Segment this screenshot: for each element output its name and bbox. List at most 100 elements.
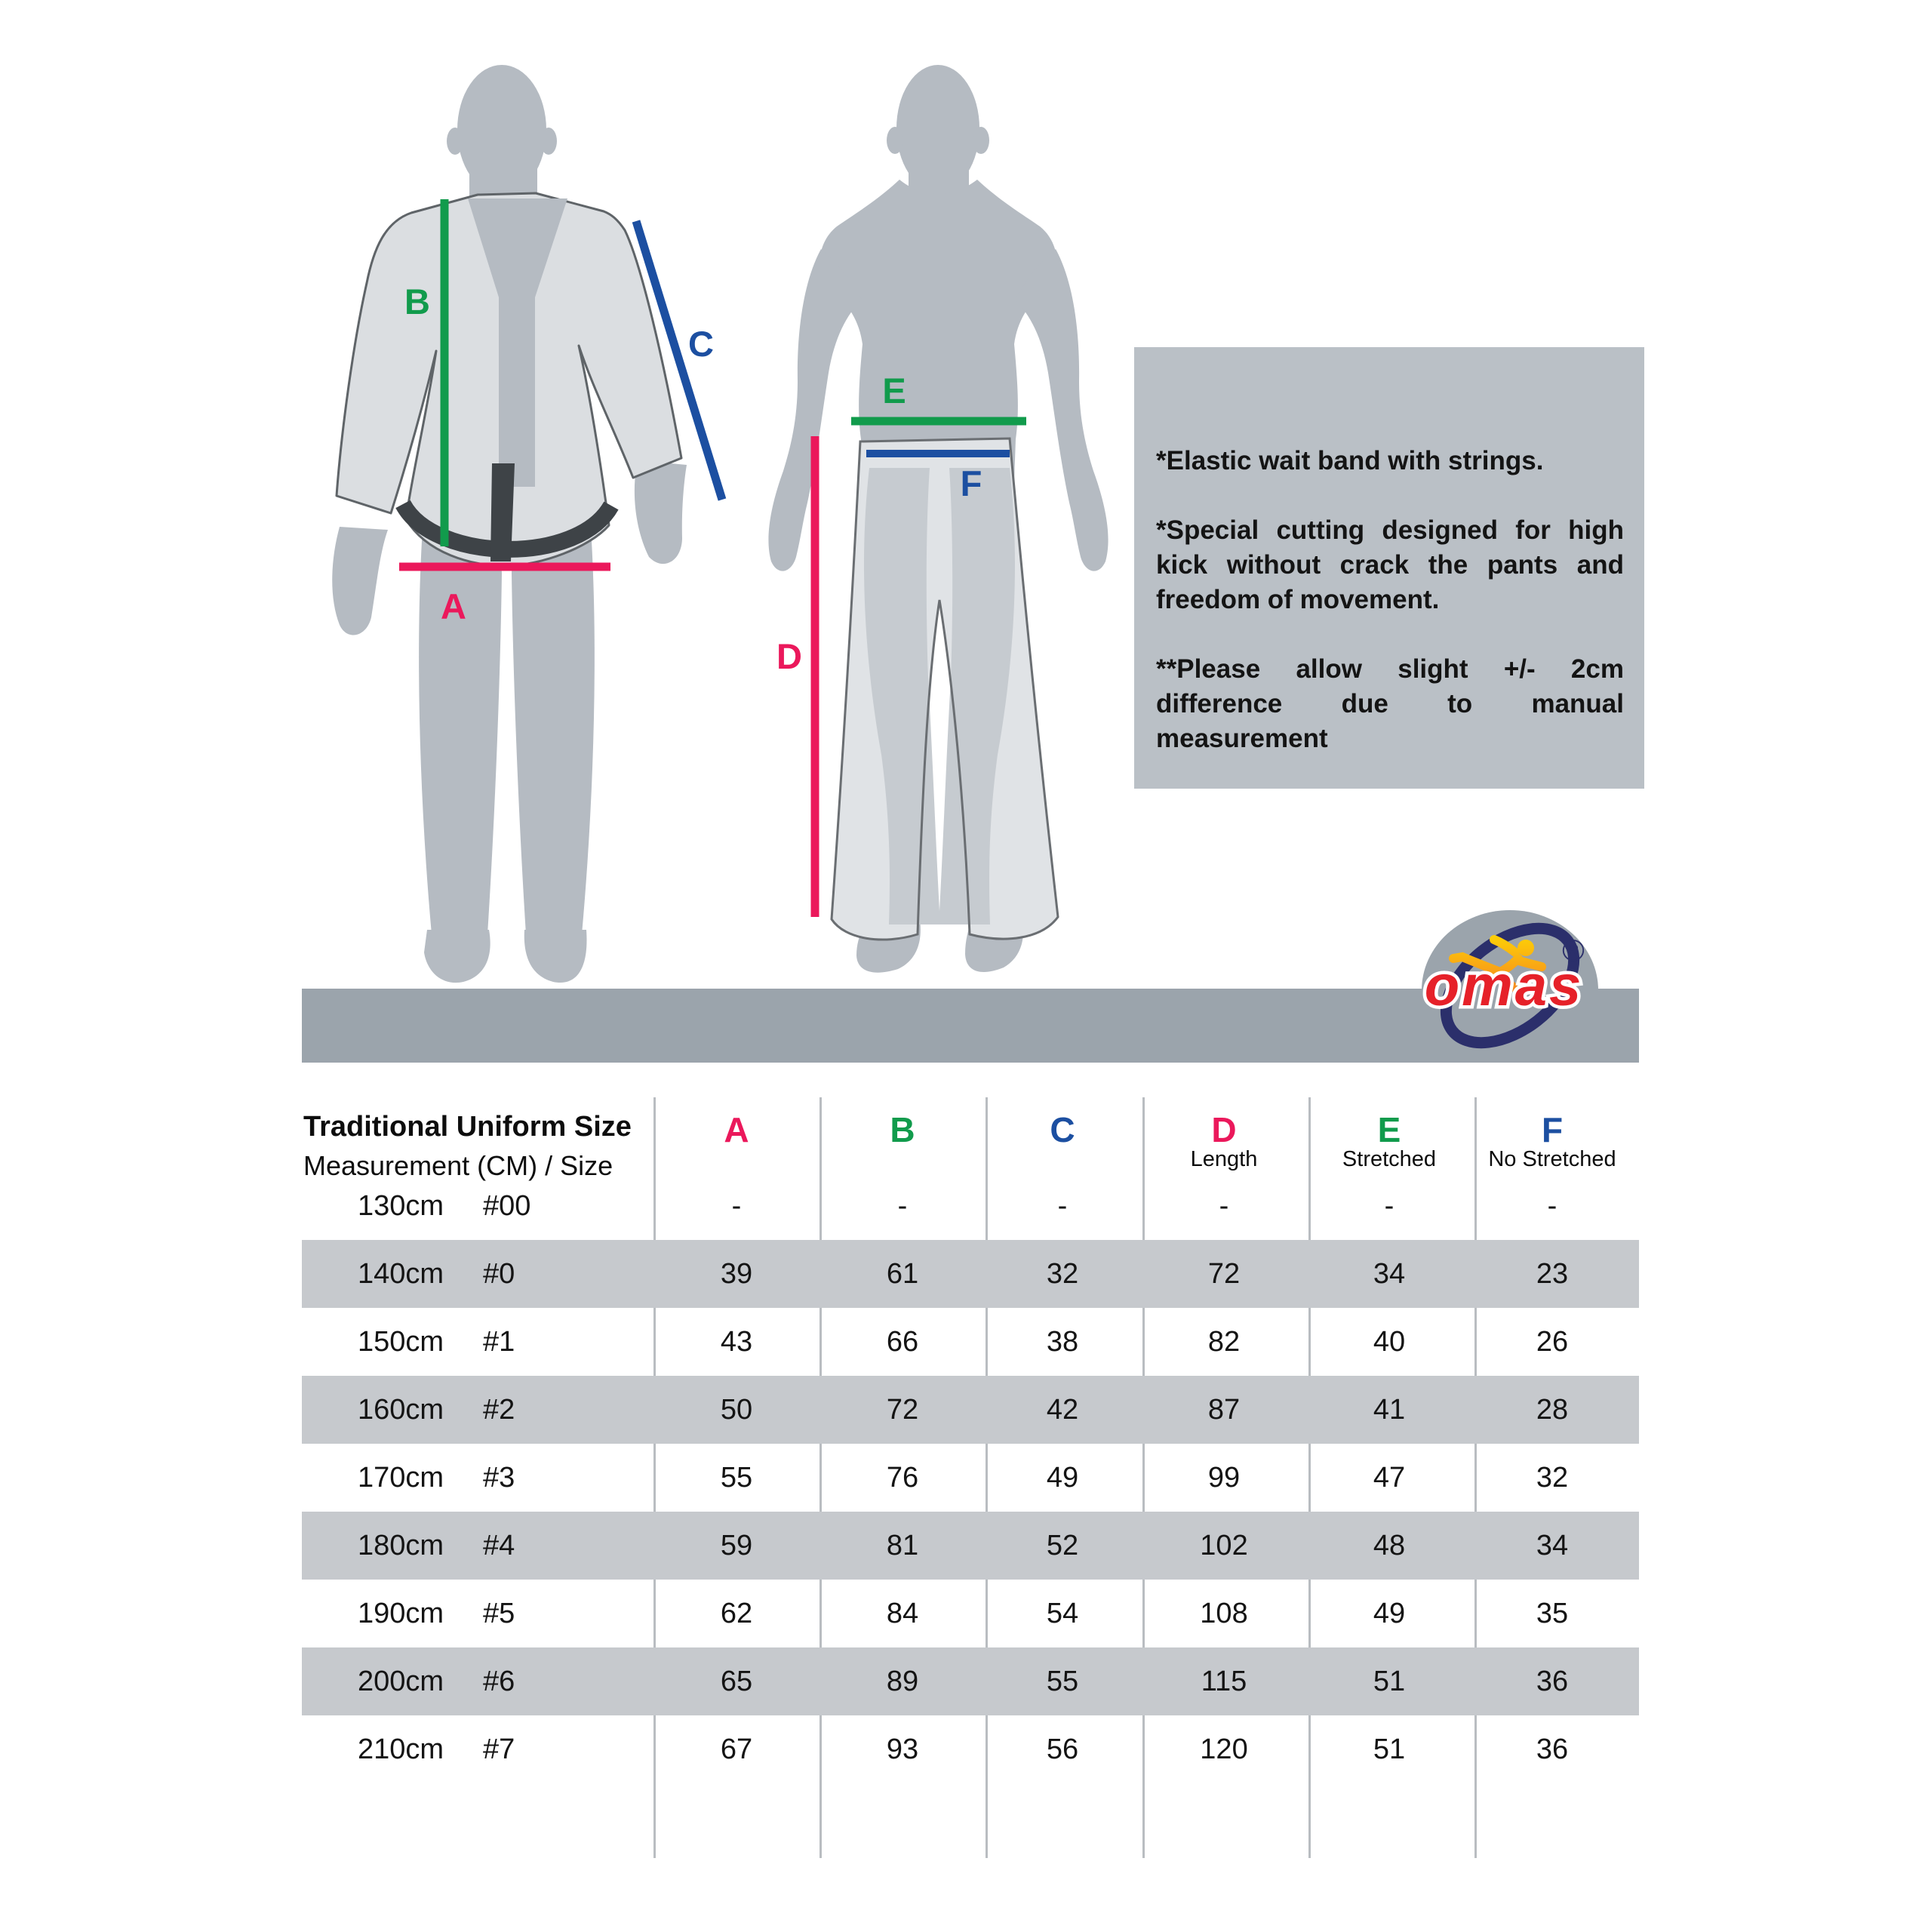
cell-b: 76 xyxy=(886,1462,919,1494)
row-size: #1 xyxy=(483,1326,515,1358)
table-row: 200cm #6 65 89 55 115 51 36 xyxy=(302,1647,1639,1715)
cell-d: 87 xyxy=(1207,1394,1241,1426)
row-size: #00 xyxy=(483,1190,531,1222)
cell-f: 34 xyxy=(1536,1530,1569,1561)
cell-a: 50 xyxy=(720,1394,753,1426)
measure-label-e: E xyxy=(882,371,906,411)
size-table: Traditional Uniform Size Measurement (CM… xyxy=(302,1093,1639,1858)
table-row: 130cm #00 - - - - - - xyxy=(302,1172,1639,1240)
pants-figure: E F D xyxy=(768,65,1109,973)
cell-d: 115 xyxy=(1201,1666,1247,1697)
cell-d: 108 xyxy=(1200,1598,1248,1629)
row-height: 210cm xyxy=(357,1734,444,1765)
table-row: 170cm #3 55 76 49 99 47 32 xyxy=(302,1444,1639,1512)
cell-d: 102 xyxy=(1200,1530,1248,1561)
note-paragraph-3: **Please allow slight +/- 2cm difference… xyxy=(1156,654,1624,753)
logo-registered-mark: ® xyxy=(1562,934,1584,968)
belt-tail xyxy=(490,463,515,561)
column-divider xyxy=(1474,1097,1477,1858)
cell-f: 36 xyxy=(1536,1666,1569,1697)
cell-f: 23 xyxy=(1536,1258,1569,1290)
cell-e: - xyxy=(1384,1190,1394,1222)
row-size: #6 xyxy=(483,1666,515,1697)
row-size: #0 xyxy=(483,1258,515,1290)
column-letter-d: D xyxy=(1211,1110,1237,1149)
measure-label-c: C xyxy=(688,324,714,364)
table-row: 210cm #7 67 93 56 120 51 36 xyxy=(302,1715,1639,1783)
jacket-figure-left-foot xyxy=(424,930,490,983)
cell-c: 55 xyxy=(1046,1666,1079,1697)
cell-d: 99 xyxy=(1207,1462,1241,1494)
cell-e: 49 xyxy=(1373,1598,1406,1629)
jacket-figure-left-hand xyxy=(332,527,388,635)
cell-e: 51 xyxy=(1373,1666,1406,1697)
jacket-collar xyxy=(468,198,567,487)
cell-c: 32 xyxy=(1046,1258,1079,1290)
cell-d: 120 xyxy=(1200,1734,1248,1765)
cell-b: 84 xyxy=(886,1598,919,1629)
cell-b: 61 xyxy=(886,1258,919,1290)
pants-inner-right-leg xyxy=(939,468,1016,924)
pants-outline xyxy=(830,437,1059,941)
logo-ring xyxy=(1440,922,1580,1049)
row-height: 140cm xyxy=(357,1258,444,1290)
cell-c: 54 xyxy=(1046,1598,1079,1629)
column-letter-f: F xyxy=(1541,1110,1564,1149)
cell-f: 26 xyxy=(1536,1326,1569,1358)
jacket-figure-right-ear xyxy=(540,128,557,155)
cell-f: 35 xyxy=(1536,1598,1569,1629)
row-height: 190cm xyxy=(357,1598,444,1629)
row-size: #3 xyxy=(483,1462,515,1494)
cell-a: 67 xyxy=(720,1734,753,1765)
cell-e: 41 xyxy=(1373,1394,1406,1426)
pants-figure-right-arm xyxy=(1015,249,1109,571)
column-divider xyxy=(819,1097,822,1858)
row-size: #7 xyxy=(483,1734,515,1765)
cell-f: - xyxy=(1547,1190,1557,1222)
cell-c: 52 xyxy=(1046,1530,1079,1561)
measure-label-f: F xyxy=(961,463,982,503)
row-height: 200cm xyxy=(357,1666,444,1697)
pants-figure-left-ear xyxy=(887,127,903,154)
table-row: 150cm #1 43 66 38 82 40 26 xyxy=(302,1308,1639,1376)
logo-wordmark: omas xyxy=(1425,954,1584,1018)
cell-e: 51 xyxy=(1373,1734,1406,1765)
cell-b: 81 xyxy=(886,1530,919,1561)
table-subtitle: Measurement (CM) / Size xyxy=(303,1150,613,1181)
row-height: 180cm xyxy=(357,1530,444,1561)
row-size: #2 xyxy=(483,1394,515,1426)
jacket-figure-right-hand xyxy=(634,460,687,565)
column-divider xyxy=(653,1097,656,1858)
column-letter-a: A xyxy=(724,1110,749,1149)
jacket-figure-left-leg xyxy=(419,528,502,934)
cell-b: 72 xyxy=(886,1394,919,1426)
cell-a: 59 xyxy=(720,1530,753,1561)
note-paragraph-1: *Elastic wait band with strings. xyxy=(1156,446,1544,475)
row-height: 130cm xyxy=(357,1190,444,1222)
cell-e: 40 xyxy=(1373,1326,1406,1358)
table-title: Traditional Uniform Size xyxy=(303,1111,632,1143)
cell-a: 43 xyxy=(720,1326,753,1358)
cell-b: - xyxy=(897,1190,908,1222)
cell-a: 39 xyxy=(720,1258,753,1290)
jacket-figure-right-leg xyxy=(512,528,595,934)
cell-a: 55 xyxy=(720,1462,753,1494)
cell-e: 47 xyxy=(1373,1462,1406,1494)
column-sublabel-d: Length xyxy=(1190,1147,1258,1171)
jacket-figure: B C A xyxy=(332,65,727,983)
cell-c: 49 xyxy=(1046,1462,1079,1494)
table-row: 190cm #5 62 84 54 108 49 35 xyxy=(302,1580,1639,1647)
logo-kicker-head xyxy=(1517,940,1534,956)
pants-inner-left-leg xyxy=(863,468,940,924)
cell-f: 36 xyxy=(1536,1734,1569,1765)
pants-figure-left-arm xyxy=(768,249,862,571)
notes-box: *Elastic wait band with strings. *Specia… xyxy=(1134,347,1644,789)
measure-label-d: D xyxy=(776,636,802,676)
cell-d: - xyxy=(1219,1190,1229,1222)
table-row: 140cm #0 39 61 32 72 34 23 xyxy=(302,1240,1639,1308)
bottom-banner xyxy=(302,989,1639,1063)
cell-e: 34 xyxy=(1373,1258,1406,1290)
column-divider xyxy=(1142,1097,1145,1858)
logo-kicker-body xyxy=(1449,935,1546,992)
